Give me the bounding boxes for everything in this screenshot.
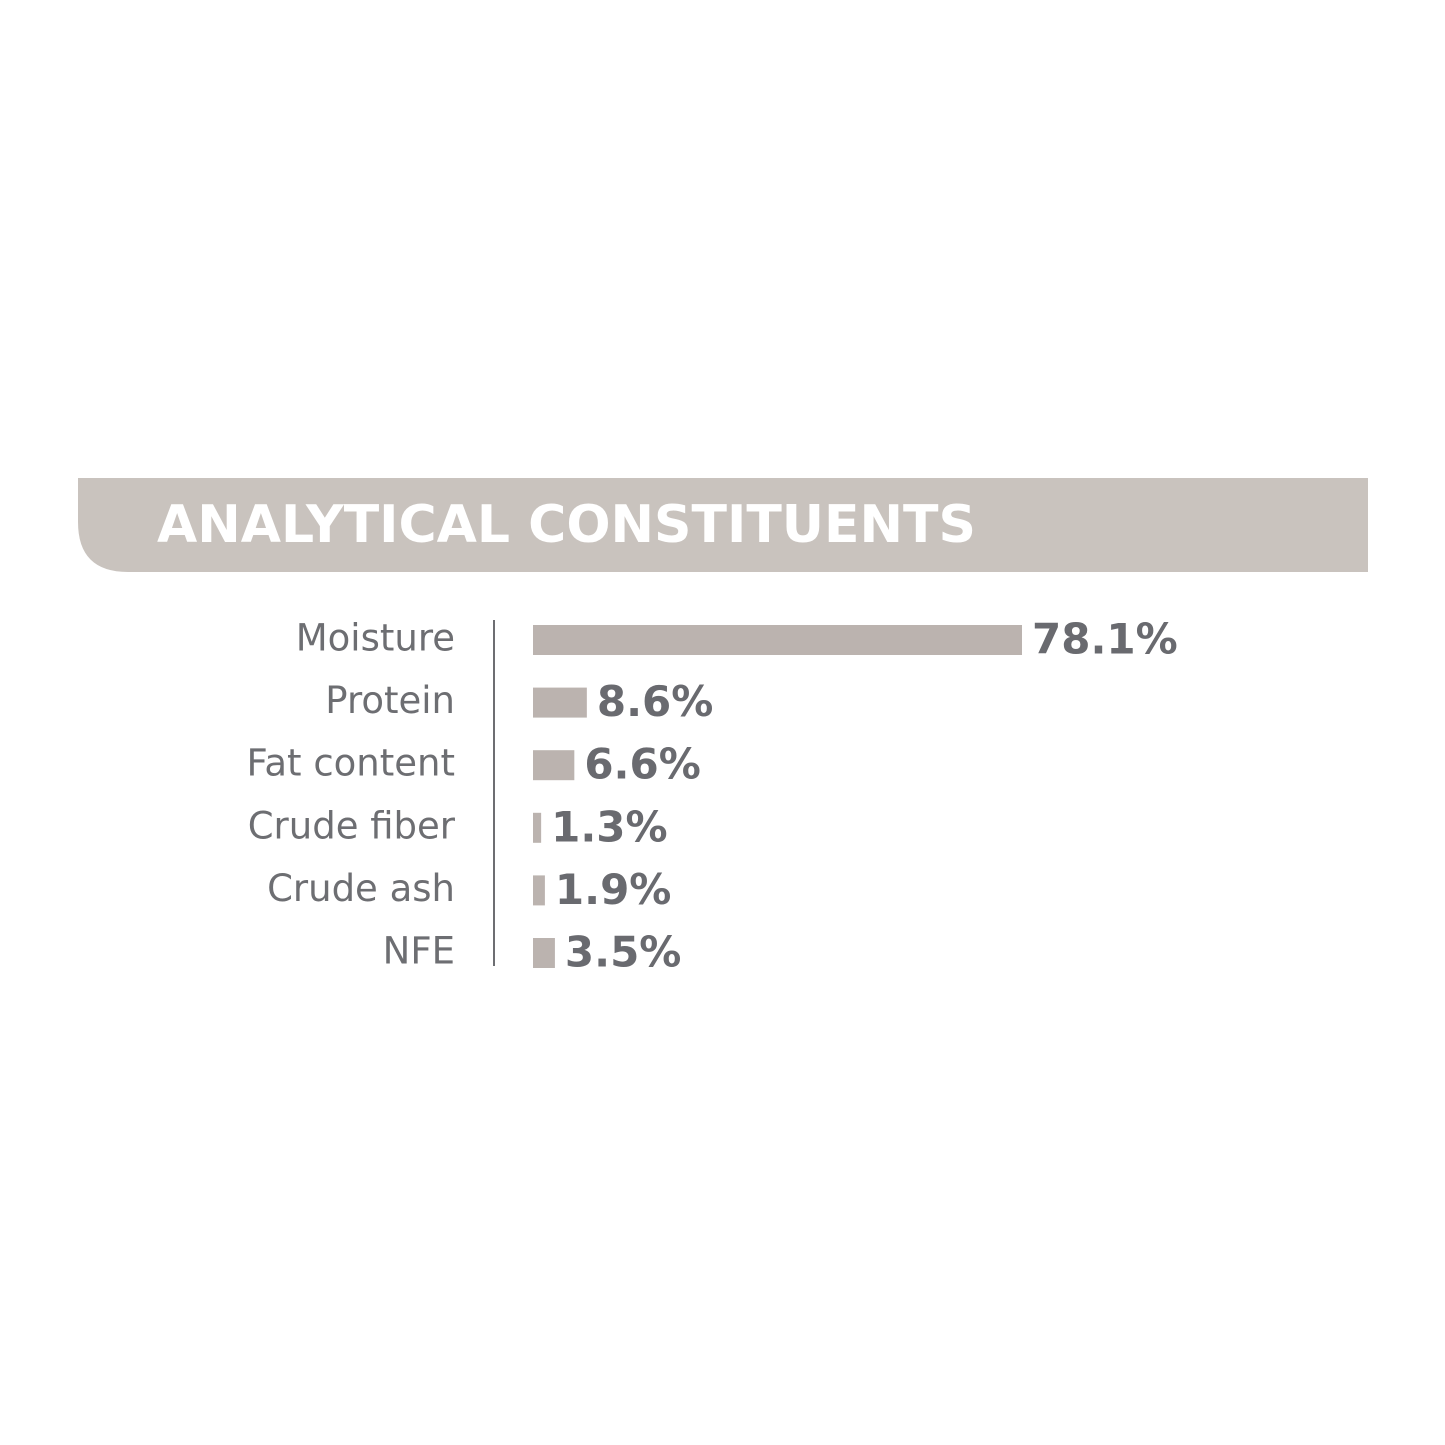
value-label: 1.3% — [551, 802, 667, 851]
bar — [533, 750, 575, 781]
chart-title: ANALYTICAL CONSTITUENTS — [157, 495, 976, 555]
bar — [533, 812, 542, 843]
bar — [533, 625, 1022, 655]
category-label: NFE — [383, 930, 455, 973]
category-label: Crude ash — [267, 867, 455, 910]
category-label: Protein — [325, 679, 455, 722]
bar — [533, 875, 545, 906]
value-label: 8.6% — [597, 677, 713, 726]
bar — [533, 938, 555, 968]
value-label: 6.6% — [584, 740, 700, 789]
bar — [533, 687, 587, 718]
value-label: 1.9% — [555, 865, 671, 914]
category-label: Fat content — [247, 742, 456, 785]
category-label: Crude fiber — [248, 804, 456, 847]
value-label: 3.5% — [565, 928, 681, 977]
title-band — [78, 478, 1368, 572]
value-label: 78.1% — [1032, 615, 1178, 664]
category-label: Moisture — [296, 617, 455, 660]
